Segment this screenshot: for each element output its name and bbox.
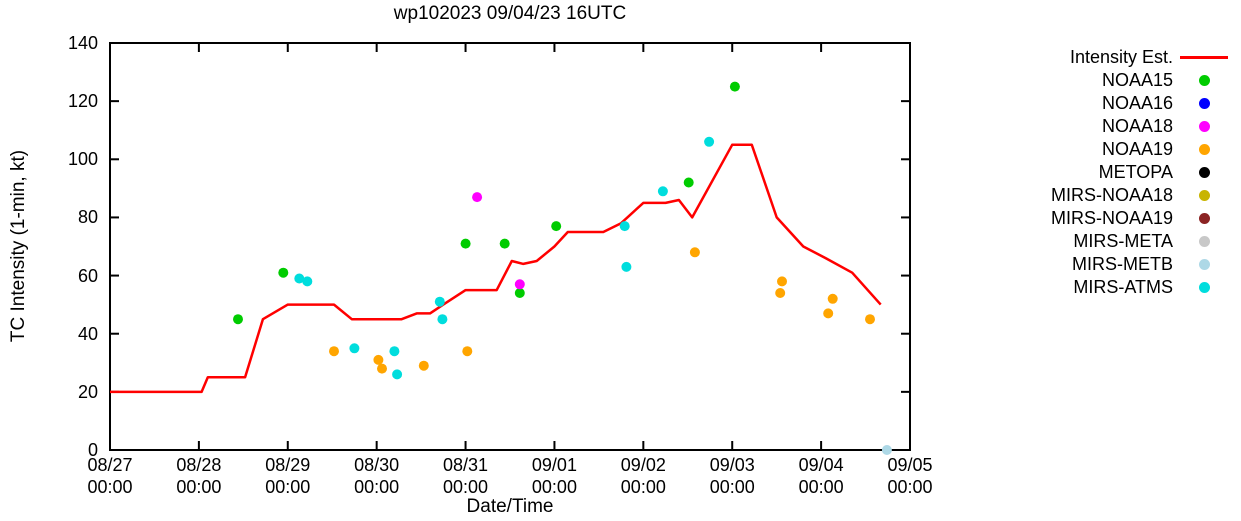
legend-marker — [1173, 98, 1235, 109]
legend-item: NOAA15 — [990, 69, 1235, 92]
legend: Intensity Est. NOAA15 NOAA16 NOAA18 NOAA19 ME… — [990, 46, 1235, 299]
legend-dot — [1198, 190, 1210, 201]
legend-item: MIRS-NOAA18 — [990, 184, 1235, 207]
intensity-line — [110, 143, 882, 394]
point-noaa15 — [729, 81, 740, 92]
legend-label: METOPA — [1098, 162, 1173, 182]
point-mirs-atms — [389, 346, 400, 357]
legend-label: MIRS-NOAA19 — [1050, 208, 1173, 228]
point-noaa19 — [329, 346, 339, 357]
point-noaa19 — [377, 363, 387, 374]
legend-marker — [1173, 259, 1235, 270]
point-mirs-metb — [881, 445, 892, 455]
legend-item: MIRS-NOAA19 — [990, 207, 1235, 230]
legend-label: MIRS-ATMS — [1073, 277, 1173, 297]
legend-label: NOAA18 — [1101, 116, 1173, 136]
legend-label: MIRS-NOAA18 — [1050, 185, 1173, 205]
legend-item: NOAA18 — [990, 115, 1235, 138]
point-noaa19 — [373, 354, 384, 365]
legend-dot — [1198, 236, 1210, 247]
legend-dot — [1198, 121, 1210, 132]
legend-dot — [1198, 144, 1210, 155]
legend-marker — [1173, 144, 1235, 155]
point-mirs-atms — [294, 273, 305, 284]
legend-marker — [1173, 167, 1235, 178]
point-noaa19 — [777, 276, 787, 287]
point-mirs-atms — [657, 186, 668, 197]
point-mirs-atms — [704, 136, 715, 147]
chart-title: wp102023 09/04/23 16UTC — [393, 3, 627, 24]
point-mirs-atms — [349, 343, 360, 354]
point-noaa19 — [775, 288, 786, 298]
legend-item: NOAA19 — [990, 138, 1235, 161]
point-noaa19 — [823, 308, 834, 319]
point-noaa19 — [418, 360, 429, 371]
legend-marker — [1173, 75, 1235, 86]
legend-marker — [1173, 121, 1235, 132]
legend-marker — [1173, 56, 1235, 59]
legend-marker — [1173, 213, 1235, 224]
legend-item: MIRS-ATMS — [990, 276, 1235, 299]
point-noaa15 — [233, 314, 243, 325]
point-mirs-atms — [437, 314, 448, 325]
point-mirs-atms — [621, 261, 632, 272]
legend-item: MIRS-METB — [990, 253, 1235, 276]
legend-line-sample — [1180, 56, 1228, 59]
legend-marker — [1173, 190, 1235, 201]
legend-label: NOAA19 — [1101, 139, 1173, 159]
legend-item: NOAA16 — [990, 92, 1235, 115]
point-noaa15 — [683, 177, 694, 188]
point-noaa19 — [462, 346, 473, 357]
point-noaa15 — [514, 288, 525, 298]
point-mirs-atms — [619, 221, 630, 232]
legend-dot — [1198, 259, 1210, 270]
legend-dot — [1198, 75, 1210, 86]
legend-item: Intensity Est. — [990, 46, 1235, 69]
point-mirs-atms — [434, 296, 445, 307]
point-noaa19 — [865, 314, 875, 325]
legend-dot — [1198, 213, 1210, 224]
point-noaa15 — [278, 267, 289, 278]
legend-label: Intensity Est. — [1069, 47, 1173, 67]
legend-label: NOAA16 — [1101, 93, 1173, 113]
plot-border — [109, 42, 911, 451]
legend-marker — [1173, 236, 1235, 247]
legend-label: NOAA15 — [1101, 70, 1173, 90]
legend-label: MIRS-META — [1073, 231, 1173, 251]
x-axis-label: Date/Time — [466, 496, 554, 517]
legend-dot — [1198, 167, 1210, 178]
point-mirs-atms — [302, 276, 313, 287]
point-noaa15 — [499, 238, 510, 249]
point-noaa15 — [460, 238, 471, 249]
legend-dot — [1198, 98, 1210, 109]
legend-dot — [1198, 282, 1210, 293]
point-noaa18 — [472, 192, 483, 203]
point-noaa19 — [827, 293, 838, 304]
point-mirs-atms — [392, 369, 403, 380]
legend-marker — [1173, 282, 1235, 293]
point-noaa18 — [514, 279, 525, 290]
point-noaa19 — [689, 247, 700, 258]
point-noaa15 — [551, 221, 562, 232]
legend-item: MIRS-META — [990, 230, 1235, 253]
legend-label: MIRS-METB — [1072, 254, 1173, 274]
legend-item: METOPA — [990, 161, 1235, 184]
